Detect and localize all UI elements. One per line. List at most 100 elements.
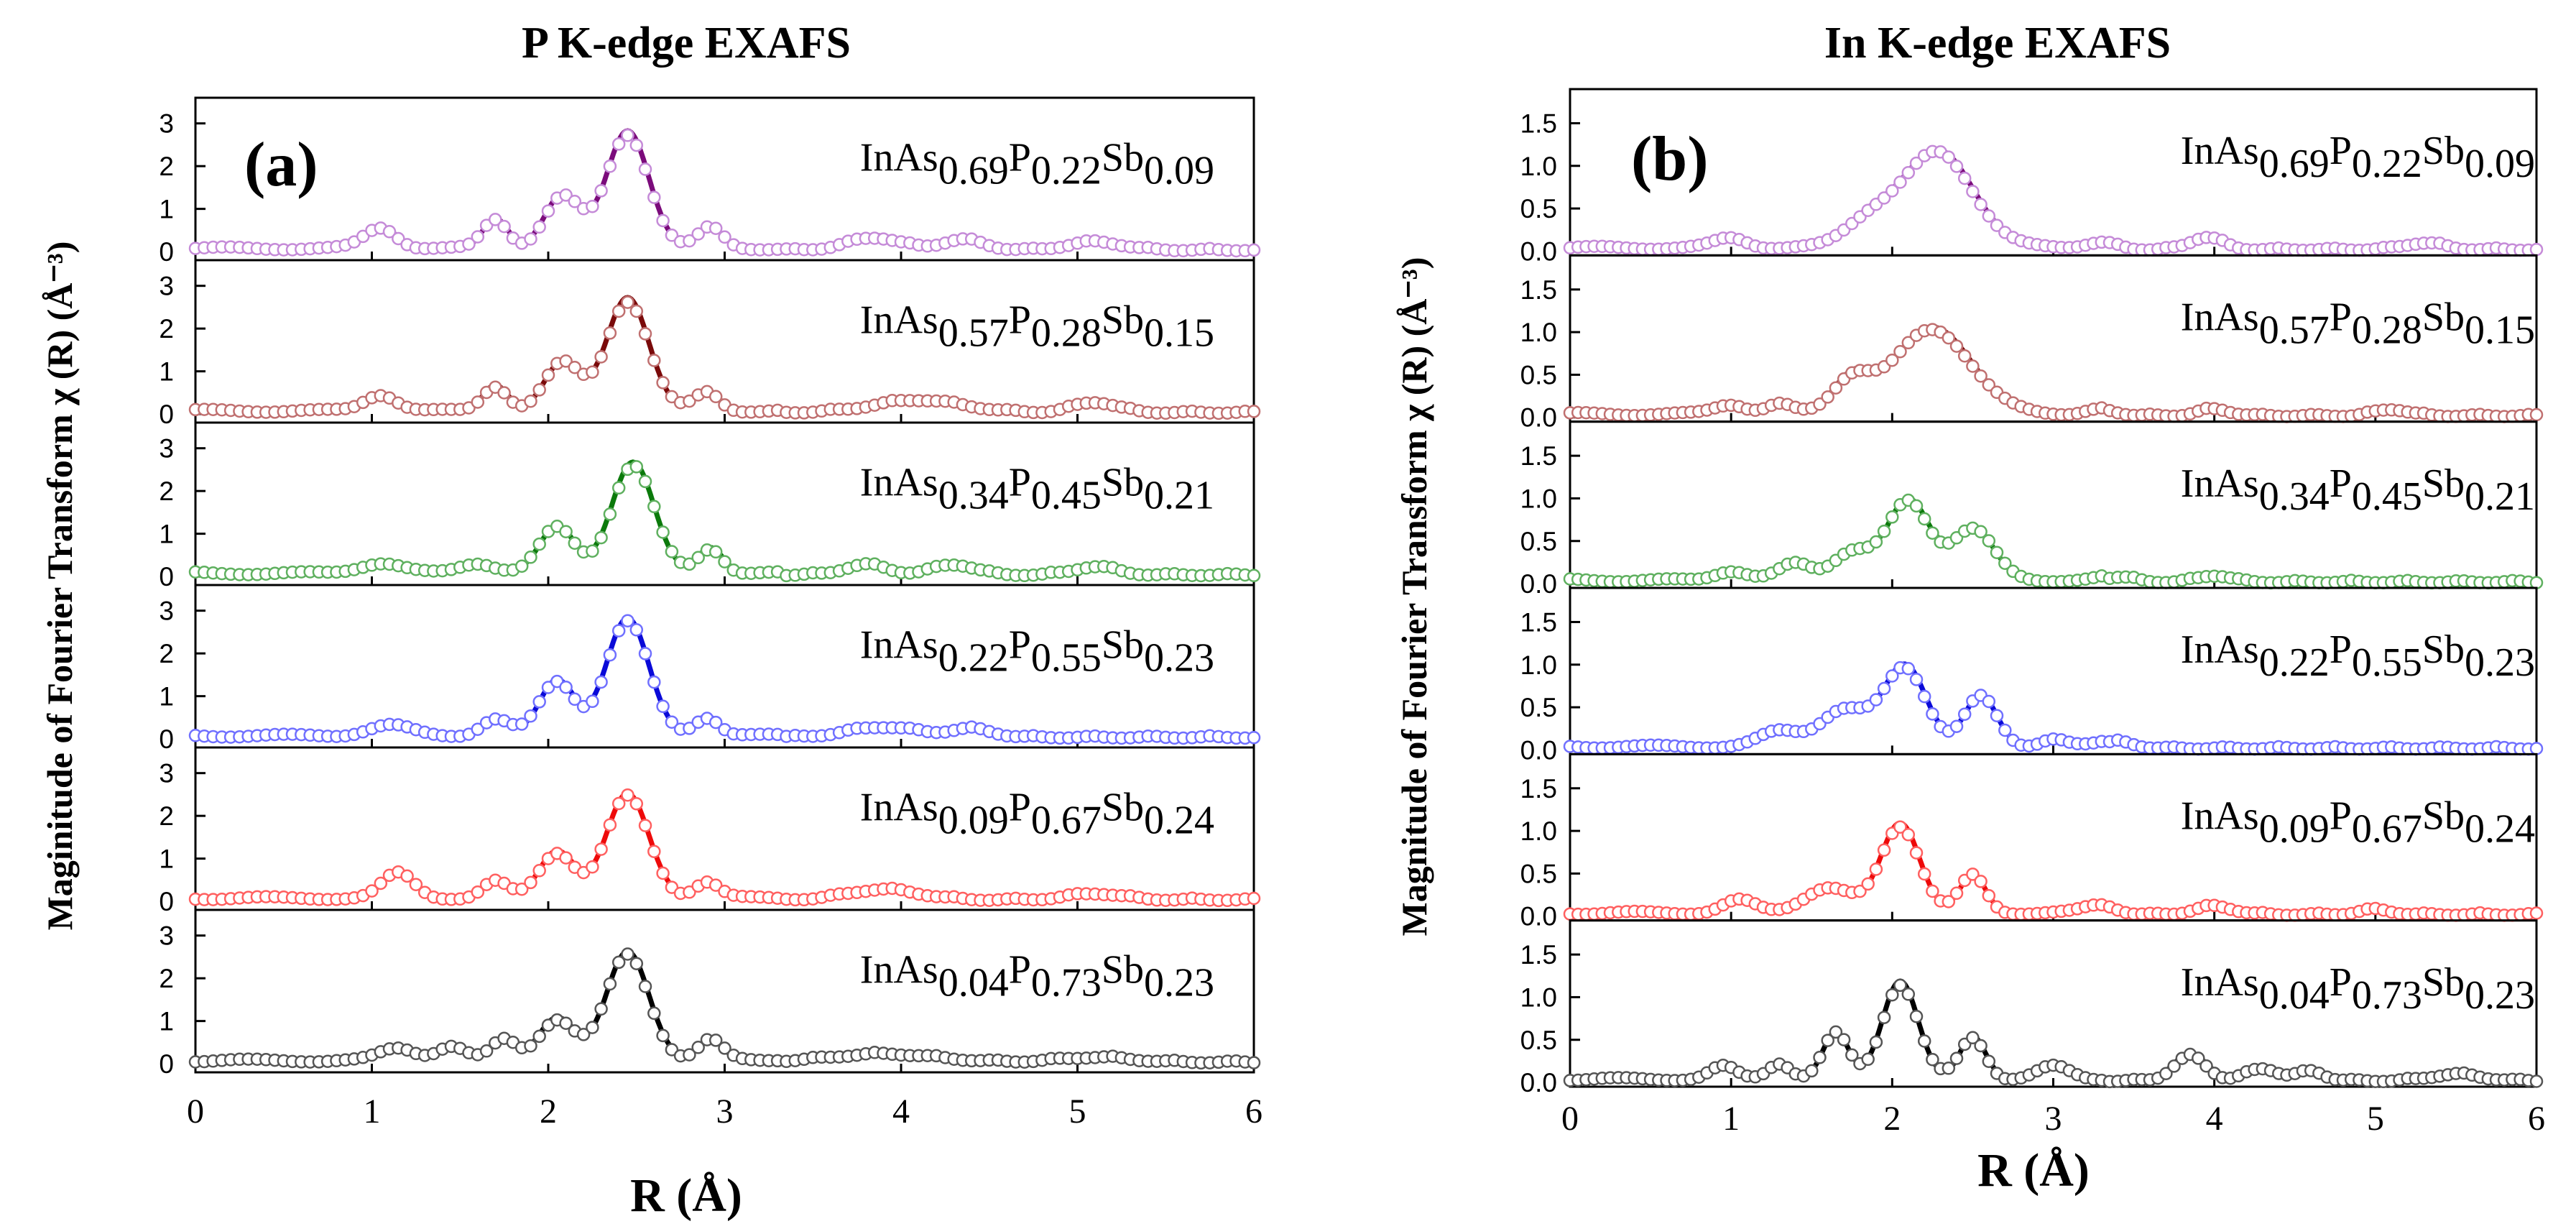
data-point [1821, 390, 1834, 404]
data-point [489, 213, 502, 226]
data-point [568, 360, 582, 374]
data-point [479, 1044, 494, 1058]
data-point [1942, 895, 1956, 908]
data-point [665, 715, 679, 729]
data-point [611, 624, 626, 637]
data-point [638, 647, 652, 660]
y-tick-label: 0.5 [1520, 360, 1557, 390]
data-point [532, 383, 546, 397]
data-point [638, 327, 652, 341]
data-point [1974, 875, 1988, 888]
data-point [1998, 723, 2012, 737]
data-point [708, 715, 723, 729]
data-point [2529, 1074, 2544, 1088]
y-tick-label: 0.5 [1520, 693, 1557, 722]
data-point [1901, 336, 1916, 350]
data-point [1901, 165, 1916, 180]
data-point [392, 231, 405, 246]
data-point [1247, 569, 1261, 583]
panel-a-x-axis-label: R (Å) [630, 1169, 742, 1222]
data-point [409, 878, 423, 891]
data-point [1974, 525, 1988, 539]
data-point [559, 1016, 573, 1030]
data-point [1926, 1052, 1939, 1067]
data-point [594, 675, 608, 689]
data-point [1998, 556, 2012, 570]
data-point [1982, 1054, 1996, 1068]
data-point [1901, 662, 1916, 676]
data-point [559, 851, 573, 865]
panel-b: In K-edge EXAFS Magnitude of Fourier Tra… [1394, 19, 2545, 1197]
data-point [683, 722, 696, 735]
data-point [524, 551, 537, 564]
data-point [1885, 353, 1899, 367]
data-point [471, 230, 485, 244]
data-point [1869, 862, 1883, 876]
data-point [532, 220, 546, 234]
data-point [1853, 884, 1867, 898]
data-point [586, 365, 599, 379]
data-point [594, 842, 608, 856]
y-tick-label: 1.5 [1520, 940, 1557, 970]
data-point [586, 199, 599, 213]
y-tick-label: 3 [159, 272, 174, 301]
data-point [1982, 888, 1996, 903]
data-point [471, 722, 485, 736]
data-point [1829, 1025, 1843, 1039]
data-point [1982, 694, 1996, 709]
data-point [629, 797, 644, 811]
y-tick-label: 1.5 [1520, 441, 1557, 471]
x-tick-label: 3 [2045, 1100, 2062, 1138]
data-point [708, 1034, 723, 1047]
panel-b-subplots: 0.0 0.5 1.0 1.5 InAs0.69P0.22Sb0.09 0.0 0.5 1.0… [1520, 88, 2545, 1138]
subplot: 0 1 2 3 InAs0.69P0.22Sb0.09 [159, 96, 1261, 267]
y-tick-label: 1.0 [1520, 982, 1557, 1012]
data-point [586, 1021, 599, 1034]
subplot: 0 1 2 3 InAs0.04P0.73Sb0.23 [159, 908, 1261, 1079]
data-point [1247, 730, 1261, 745]
sample-label: InAs0.69P0.22Sb0.09 [860, 136, 1214, 193]
data-point [559, 680, 573, 694]
data-point [594, 1002, 608, 1016]
y-tick-label: 1.0 [1520, 650, 1557, 680]
y-tick-label: 0.0 [1520, 569, 1557, 599]
data-point [629, 138, 644, 152]
data-point [1974, 1039, 1988, 1053]
data-point [621, 129, 634, 142]
data-point [1917, 867, 1931, 881]
y-tick-label: 0.0 [1520, 1068, 1557, 1097]
data-point [1861, 877, 1875, 891]
x-tick-label: 1 [1722, 1100, 1740, 1138]
data-point [568, 195, 582, 208]
data-point [1845, 1048, 1859, 1062]
panel-a-subplots: 0 1 2 3 InAs0.69P0.22Sb0.09 0 1 2 3 InAs0.57P0.28… [159, 96, 1262, 1131]
data-point [471, 395, 485, 409]
data-point [532, 537, 546, 551]
data-point [1909, 156, 1924, 170]
y-tick-label: 1.5 [1520, 774, 1557, 804]
data-point [532, 695, 546, 709]
y-tick-label: 0 [159, 724, 174, 754]
sample-label: InAs0.34P0.45Sb0.21 [860, 461, 1214, 518]
x-tick-label: 5 [2367, 1100, 2384, 1138]
panel-b-title: In K-edge EXAFS [1824, 19, 2171, 68]
data-point [656, 525, 670, 539]
data-point [718, 230, 731, 244]
data-point [718, 555, 731, 569]
x-tick-label: 1 [364, 1092, 381, 1131]
data-point [629, 460, 644, 474]
data-point [656, 213, 670, 228]
data-point [1885, 988, 1899, 1002]
data-point [365, 884, 379, 898]
y-tick-label: 1 [159, 520, 174, 549]
data-point [708, 390, 723, 404]
data-point [1869, 535, 1883, 549]
y-tick-label: 0 [159, 400, 174, 429]
data-point [611, 796, 626, 811]
data-point [1247, 1056, 1261, 1069]
subplot: 0 1 2 3 InAs0.34P0.45Sb0.21 [159, 421, 1261, 592]
y-tick-label: 1 [159, 682, 174, 712]
y-tick-label: 1.0 [1520, 152, 1557, 181]
sample-label: InAs0.09P0.67Sb0.24 [860, 786, 1214, 843]
data-point [665, 545, 679, 558]
